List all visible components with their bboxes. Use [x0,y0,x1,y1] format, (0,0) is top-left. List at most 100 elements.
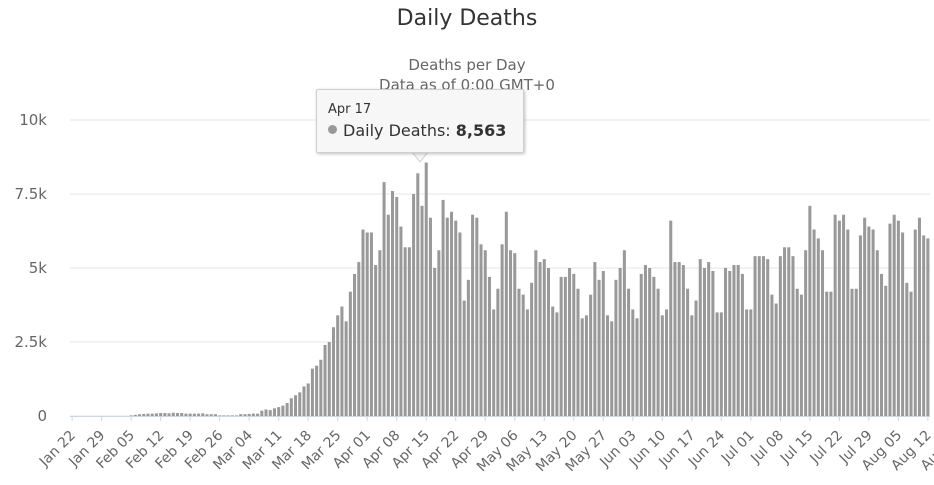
bar[interactable] [635,318,639,416]
bar[interactable] [209,414,213,416]
bar[interactable] [188,413,192,416]
bar[interactable] [462,300,466,416]
bar[interactable] [681,265,685,416]
bar[interactable] [766,259,770,416]
bar[interactable] [816,238,820,416]
bar[interactable] [686,288,690,416]
bar[interactable] [390,191,395,416]
bar[interactable] [669,220,673,416]
bar[interactable] [268,410,272,416]
bar[interactable] [858,235,862,416]
bar[interactable] [201,413,205,416]
bar[interactable] [353,273,357,416]
bar[interactable] [757,256,761,416]
bar[interactable] [837,220,841,416]
bar[interactable] [138,414,142,416]
bar[interactable] [719,312,723,416]
bar[interactable] [825,291,829,416]
bar[interactable] [369,232,373,416]
bar[interactable] [589,294,593,416]
bar[interactable] [348,291,352,416]
bar[interactable] [542,259,546,416]
bar[interactable] [610,321,614,416]
bar[interactable] [846,229,850,416]
bar[interactable] [256,413,260,416]
bar[interactable] [247,413,251,416]
bar[interactable] [660,315,664,416]
bar[interactable] [538,262,542,416]
bar[interactable] [618,268,622,416]
bar[interactable] [690,315,694,416]
bar[interactable] [230,415,234,416]
bar[interactable] [880,273,884,416]
bar[interactable] [315,365,319,416]
bar[interactable] [264,409,268,416]
bar[interactable] [336,315,340,416]
bar[interactable] [163,413,167,416]
bar[interactable] [724,268,728,416]
bar[interactable] [344,321,348,416]
bar[interactable] [833,214,837,416]
bar[interactable] [142,413,146,416]
bar[interactable] [909,291,913,416]
bar[interactable] [627,288,631,416]
bar[interactable] [154,413,158,416]
bar[interactable] [492,309,496,416]
bar[interactable] [850,288,854,416]
bar[interactable] [424,162,428,416]
bar[interactable] [749,309,753,416]
bar[interactable] [795,288,799,416]
bar[interactable] [310,368,314,416]
bar[interactable] [466,279,470,416]
bar[interactable] [555,312,559,416]
bar[interactable] [437,250,441,416]
bar[interactable] [525,309,529,416]
bar[interactable] [677,262,681,416]
bar[interactable] [450,211,454,416]
bar[interactable] [235,415,239,416]
bar[interactable] [736,265,740,416]
bar[interactable] [192,413,196,416]
bar[interactable] [513,253,517,416]
bar[interactable] [521,294,525,416]
bar[interactable] [340,306,344,416]
bar[interactable] [698,259,702,416]
bar[interactable] [572,273,576,416]
bar[interactable] [289,398,293,416]
bar[interactable] [871,229,875,416]
bar[interactable] [365,232,369,416]
bar[interactable] [509,250,513,416]
bar[interactable] [854,288,858,416]
bar[interactable] [213,414,217,416]
bar[interactable] [665,309,669,416]
bar[interactable] [483,250,487,416]
bar[interactable] [277,407,281,416]
bar[interactable] [648,268,652,416]
bar[interactable] [218,415,222,416]
bar[interactable] [403,247,407,416]
bar[interactable] [884,285,888,416]
bar[interactable] [673,262,677,416]
bar[interactable] [745,309,749,416]
bar[interactable] [475,217,479,416]
bar[interactable] [180,413,184,416]
bar[interactable] [129,415,133,416]
bar[interactable] [331,327,335,416]
bar[interactable] [875,250,879,416]
bar[interactable] [479,244,483,416]
bar[interactable] [622,250,626,416]
bar[interactable] [702,268,706,416]
bar[interactable] [740,273,744,416]
bar[interactable] [652,276,656,416]
bar[interactable] [298,392,302,416]
bar[interactable] [319,359,323,416]
bar[interactable] [327,342,331,416]
bar[interactable] [829,291,833,416]
bar[interactable] [863,217,867,416]
bar[interactable] [715,312,719,416]
bar[interactable] [770,294,774,416]
bar[interactable] [896,220,900,416]
bar[interactable] [593,262,597,416]
bar[interactable] [260,410,264,416]
bar[interactable] [913,229,917,416]
